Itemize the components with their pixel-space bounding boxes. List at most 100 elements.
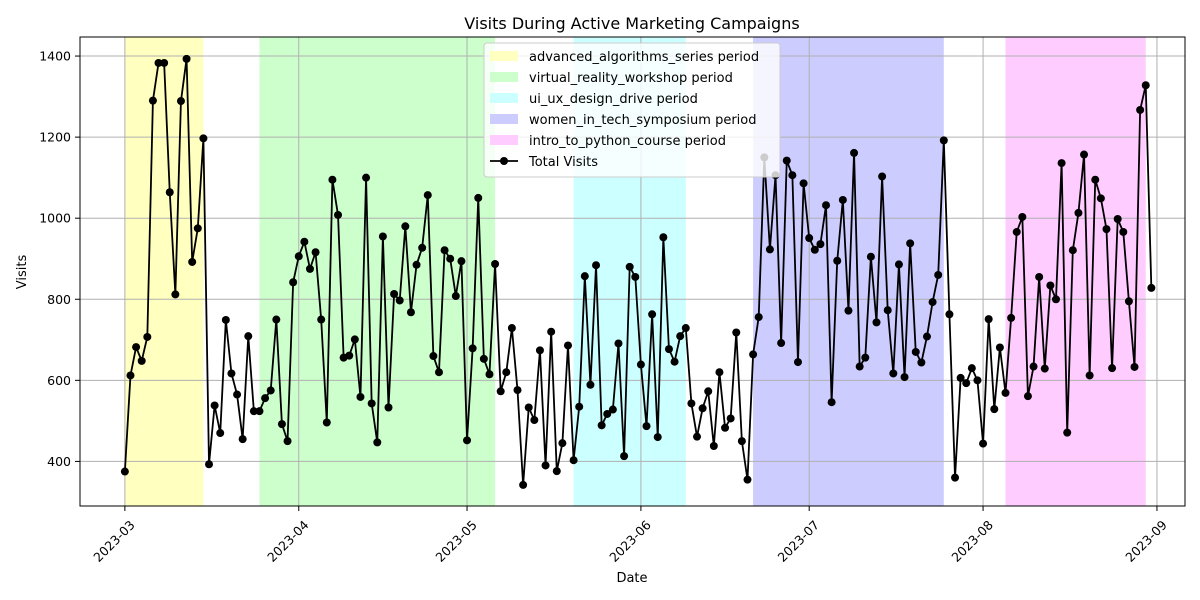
- data-point: [1001, 388, 1010, 397]
- data-point: [681, 324, 690, 333]
- chart-title: Visits During Active Marketing Campaigns: [464, 14, 799, 33]
- data-point: [345, 351, 354, 360]
- data-point: [182, 54, 191, 63]
- data-point: [872, 318, 881, 327]
- data-point: [289, 278, 298, 287]
- plot-frame: [79, 36, 1186, 507]
- data-point: [693, 432, 702, 441]
- data-point: [625, 262, 634, 271]
- data-point: [995, 343, 1004, 352]
- data-point: [1057, 159, 1066, 168]
- y-tick-label: 400: [47, 454, 71, 469]
- data-point: [754, 313, 763, 322]
- data-point: [765, 245, 774, 254]
- data-point: [833, 256, 842, 265]
- data-point: [1147, 283, 1156, 292]
- data-point: [1136, 105, 1145, 114]
- data-point: [945, 310, 954, 319]
- data-point: [889, 369, 898, 378]
- legend-label: intro_to_python_course period: [529, 134, 726, 149]
- data-point: [967, 364, 976, 373]
- data-point: [233, 390, 242, 399]
- y-tick-label: 1400: [39, 49, 71, 64]
- data-point: [636, 360, 645, 369]
- data-point: [844, 306, 853, 315]
- data-point: [580, 272, 589, 281]
- data-point: [1051, 295, 1060, 304]
- data-point: [479, 354, 488, 363]
- y-tick-label: 800: [47, 292, 71, 307]
- legend-swatch: [490, 72, 518, 82]
- data-point: [922, 332, 931, 341]
- data-point: [255, 407, 264, 416]
- data-point: [575, 402, 584, 411]
- data-point: [900, 373, 909, 382]
- data-point: [984, 315, 993, 324]
- data-point: [726, 414, 735, 423]
- data-point: [1130, 362, 1139, 371]
- data-point: [883, 306, 892, 315]
- data-point: [558, 439, 567, 448]
- data-point: [934, 270, 943, 279]
- data-point: [513, 386, 522, 395]
- data-point: [1080, 150, 1089, 159]
- data-point: [670, 357, 679, 366]
- data-point: [1035, 272, 1044, 281]
- data-point: [283, 437, 292, 446]
- data-point: [378, 232, 387, 241]
- data-point: [429, 352, 438, 361]
- data-point: [350, 335, 359, 344]
- data-point: [962, 379, 971, 388]
- data-point: [979, 439, 988, 448]
- data-point: [1113, 215, 1122, 224]
- data-point: [1018, 212, 1027, 221]
- y-tick-label: 600: [47, 373, 71, 388]
- data-point: [939, 136, 948, 145]
- data-point: [861, 353, 870, 362]
- data-point: [676, 332, 685, 341]
- data-point: [384, 403, 393, 412]
- data-point: [653, 433, 662, 442]
- data-point: [199, 134, 208, 143]
- data-point: [362, 173, 371, 182]
- data-point: [210, 401, 219, 410]
- data-point: [855, 362, 864, 371]
- data-point: [822, 201, 831, 210]
- data-point: [188, 257, 197, 266]
- data-point: [788, 171, 797, 180]
- data-point: [300, 237, 309, 246]
- data-point: [474, 193, 483, 202]
- data-point: [367, 399, 376, 408]
- data-point: [171, 290, 180, 299]
- data-point: [356, 392, 365, 401]
- data-point: [148, 96, 157, 105]
- data-point: [631, 272, 640, 281]
- data-point: [160, 58, 169, 67]
- data-point: [317, 315, 326, 324]
- data-point: [277, 420, 286, 429]
- period-band: [753, 37, 944, 506]
- data-point: [951, 473, 960, 482]
- data-point: [793, 358, 802, 367]
- data-point: [715, 368, 724, 377]
- data-point: [305, 264, 314, 273]
- data-point: [709, 442, 718, 451]
- data-point: [446, 254, 455, 263]
- legend-swatch: [490, 93, 518, 103]
- data-point: [120, 467, 129, 476]
- data-point: [648, 310, 657, 319]
- data-point: [491, 260, 500, 268]
- data-point: [519, 480, 528, 489]
- data-point: [541, 461, 550, 470]
- data-point: [328, 175, 337, 184]
- data-point: [535, 346, 544, 355]
- data-point: [176, 97, 185, 106]
- data-point: [552, 467, 561, 476]
- data-point: [395, 296, 404, 305]
- y-axis: 400 600 800 1000 1200 1400: [39, 49, 80, 469]
- data-point: [1029, 362, 1038, 371]
- data-point: [221, 315, 230, 324]
- data-point: [463, 436, 472, 445]
- data-point: [1040, 364, 1049, 373]
- data-point: [592, 261, 601, 270]
